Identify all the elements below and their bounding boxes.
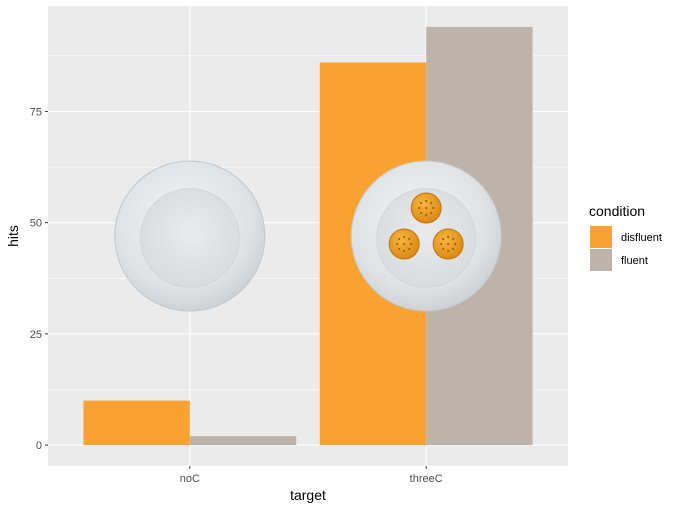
cracker-dot [408, 247, 411, 251]
cracker-dot [447, 249, 450, 253]
x-axis-title: target [290, 487, 326, 503]
cracker-dot [420, 201, 423, 205]
legend-swatch-fluent [590, 249, 612, 271]
x-axis: noC threeC [180, 466, 443, 485]
plate-well [139, 188, 240, 288]
cracker-dot [418, 206, 421, 210]
y-axis-title: hits [5, 225, 21, 247]
cracker [432, 228, 464, 260]
y-tick-label: 50 [30, 218, 42, 230]
cracker-dot [432, 206, 435, 210]
legend: condition disfluent fluent [589, 203, 662, 271]
y-tick-label: 0 [36, 440, 42, 452]
plate-image-noC [114, 160, 266, 312]
cracker [388, 228, 420, 260]
cracker-dot [452, 247, 455, 251]
cracker-dot [425, 213, 428, 217]
cracker-dot [396, 242, 399, 246]
cracker-dot [430, 211, 433, 215]
x-tick-label: threeC [410, 473, 443, 485]
cracker-dot [403, 235, 406, 239]
cracker-dot [403, 242, 406, 246]
legend-label-fluent: fluent [621, 255, 648, 267]
plate-well [376, 188, 477, 288]
cracker-dot [398, 247, 401, 251]
y-tick-label: 75 [30, 106, 42, 118]
cracker [410, 192, 442, 224]
plate-images [114, 160, 502, 312]
cracker-dot [398, 237, 401, 241]
cracker-dot [447, 235, 450, 239]
legend-label-disfluent: disfluent [621, 232, 662, 244]
cracker-dot [425, 199, 428, 203]
y-tick-label: 25 [30, 329, 42, 341]
cracker-dot [442, 247, 445, 251]
cracker-dot [410, 242, 413, 246]
cracker-dot [420, 211, 423, 215]
cracker-dot [403, 249, 406, 253]
cracker-dot [430, 201, 433, 205]
legend-title: condition [589, 203, 645, 219]
cracker-dot [440, 242, 443, 246]
cracker-dot [425, 206, 428, 210]
y-axis: 0 25 50 75 [30, 106, 48, 452]
cracker-dot [408, 237, 411, 241]
legend-swatch-disfluent [590, 226, 612, 248]
bar-disfluent-noC [83, 400, 190, 446]
plate-image-threeC [350, 160, 502, 312]
bar-fluent-noC [189, 436, 297, 446]
x-tick-label: noC [180, 473, 200, 485]
cracker-dot [452, 237, 455, 241]
cracker-dot [442, 237, 445, 241]
cracker-dot [447, 242, 450, 246]
cracker-dot [454, 242, 457, 246]
